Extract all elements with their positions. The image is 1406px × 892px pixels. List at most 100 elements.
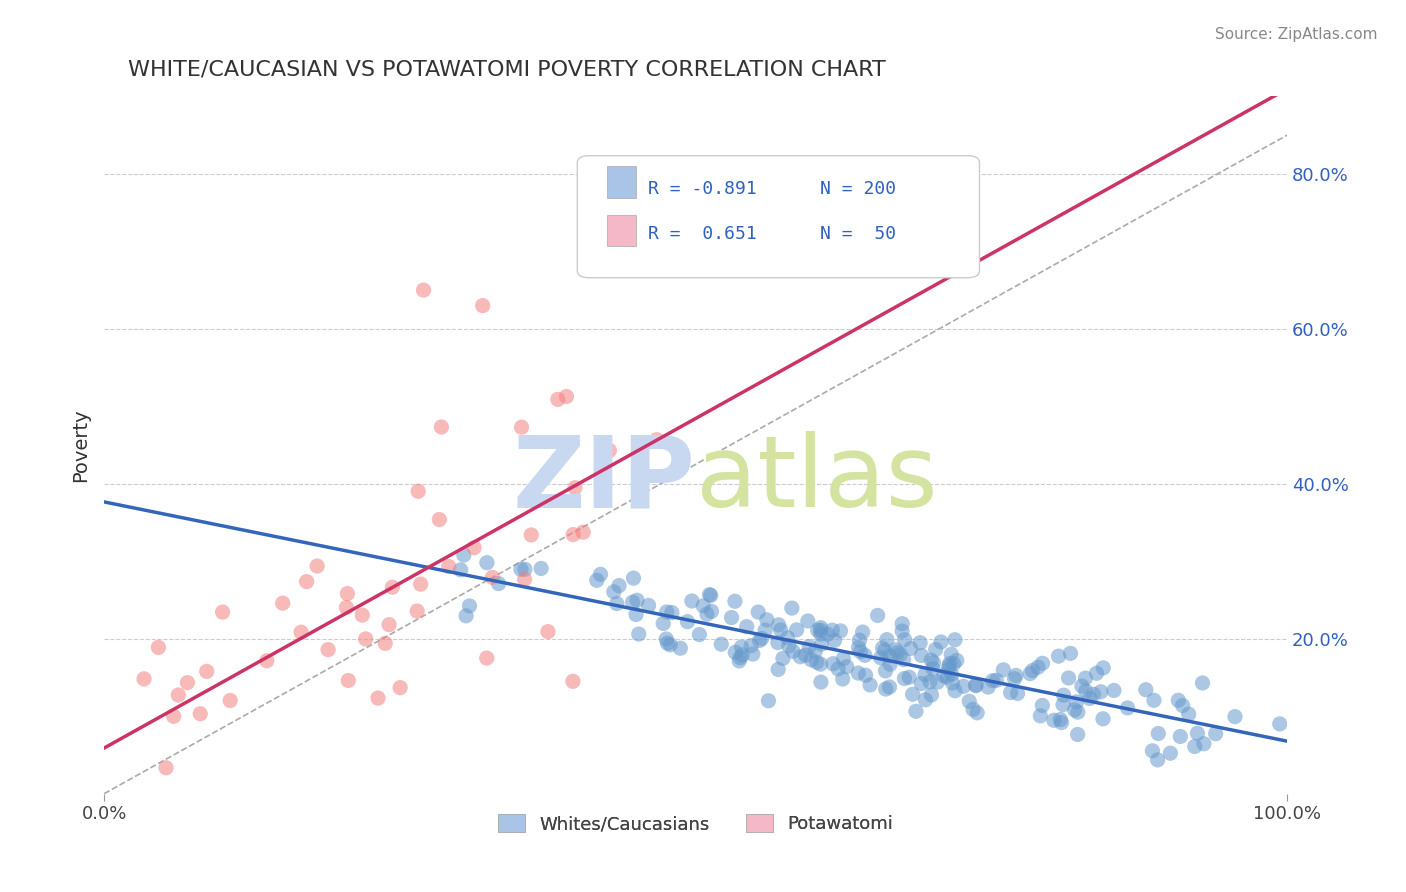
Whites/Caucasians xyxy=(751,632,773,646)
Potawatomi xyxy=(547,392,569,407)
Whites/Caucasians xyxy=(852,625,875,640)
Whites/Caucasians xyxy=(776,631,799,645)
Whites/Caucasians xyxy=(1007,686,1029,700)
Whites/Caucasians xyxy=(884,642,907,657)
Whites/Caucasians xyxy=(1052,698,1074,712)
Whites/Caucasians xyxy=(655,605,678,619)
Whites/Caucasians xyxy=(1019,666,1042,681)
Whites/Caucasians xyxy=(513,562,536,576)
Potawatomi xyxy=(148,640,170,655)
Whites/Caucasians xyxy=(924,642,946,657)
Potawatomi xyxy=(481,570,503,584)
Whites/Caucasians xyxy=(731,648,754,662)
Whites/Caucasians xyxy=(1078,691,1101,706)
Text: N =  50: N = 50 xyxy=(820,226,896,244)
Potawatomi xyxy=(378,617,401,632)
Whites/Caucasians xyxy=(1000,685,1022,699)
Potawatomi xyxy=(367,691,389,706)
Whites/Caucasians xyxy=(810,637,832,651)
Whites/Caucasians xyxy=(681,594,703,608)
Whites/Caucasians xyxy=(1029,708,1052,723)
Whites/Caucasians xyxy=(1083,687,1105,701)
FancyBboxPatch shape xyxy=(607,166,637,197)
Whites/Caucasians xyxy=(918,674,941,689)
FancyBboxPatch shape xyxy=(578,156,980,277)
Whites/Caucasians xyxy=(893,652,915,666)
Whites/Caucasians xyxy=(1031,657,1053,671)
Potawatomi xyxy=(167,688,190,702)
Whites/Caucasians xyxy=(927,675,949,690)
Whites/Caucasians xyxy=(939,657,962,671)
Whites/Caucasians xyxy=(661,606,683,620)
Whites/Caucasians xyxy=(1091,712,1114,726)
Whites/Caucasians xyxy=(846,666,869,681)
Whites/Caucasians xyxy=(724,645,747,659)
Whites/Caucasians xyxy=(724,594,747,608)
Whites/Caucasians xyxy=(720,610,742,624)
Whites/Caucasians xyxy=(831,672,853,686)
Potawatomi xyxy=(520,528,543,542)
Y-axis label: Poverty: Poverty xyxy=(72,409,90,482)
Whites/Caucasians xyxy=(624,607,647,622)
Whites/Caucasians xyxy=(1066,727,1088,741)
Whites/Caucasians xyxy=(755,613,778,627)
Potawatomi xyxy=(572,525,595,540)
Whites/Caucasians xyxy=(1070,679,1092,693)
Whites/Caucasians xyxy=(1090,685,1112,699)
Whites/Caucasians xyxy=(1171,698,1194,713)
Potawatomi xyxy=(132,672,155,686)
Potawatomi xyxy=(510,420,533,434)
Whites/Caucasians xyxy=(817,627,839,641)
Whites/Caucasians xyxy=(589,567,612,582)
Whites/Caucasians xyxy=(1184,739,1206,754)
Whites/Caucasians xyxy=(637,599,659,613)
Whites/Caucasians xyxy=(1026,660,1049,674)
Whites/Caucasians xyxy=(821,657,844,671)
Whites/Caucasians xyxy=(778,639,800,653)
Whites/Caucasians xyxy=(875,681,897,696)
Whites/Caucasians xyxy=(450,563,472,577)
Potawatomi xyxy=(336,586,359,600)
Whites/Caucasians xyxy=(1043,714,1066,728)
Whites/Caucasians xyxy=(1146,753,1168,767)
Whites/Caucasians xyxy=(728,650,751,665)
Whites/Caucasians xyxy=(800,653,823,667)
Whites/Caucasians xyxy=(821,623,844,637)
Whites/Caucasians xyxy=(938,659,960,673)
Whites/Caucasians xyxy=(1021,664,1043,678)
Potawatomi xyxy=(513,572,536,586)
Whites/Caucasians xyxy=(941,676,963,690)
Whites/Caucasians xyxy=(700,604,723,618)
Whites/Caucasians xyxy=(810,627,832,641)
Whites/Caucasians xyxy=(458,599,481,613)
Whites/Caucasians xyxy=(945,653,967,667)
Potawatomi xyxy=(562,527,585,541)
Whites/Caucasians xyxy=(929,635,952,649)
Whites/Caucasians xyxy=(696,607,718,622)
Whites/Caucasians xyxy=(981,673,1004,688)
Whites/Caucasians xyxy=(627,627,650,641)
Whites/Caucasians xyxy=(910,648,932,663)
Whites/Caucasians xyxy=(873,643,896,657)
Potawatomi xyxy=(374,636,396,650)
Potawatomi xyxy=(598,443,620,458)
Whites/Caucasians xyxy=(456,608,478,623)
Whites/Caucasians xyxy=(1191,676,1213,690)
Whites/Caucasians xyxy=(1147,726,1170,740)
Whites/Caucasians xyxy=(766,635,789,649)
Potawatomi xyxy=(335,600,357,615)
Whites/Caucasians xyxy=(747,605,769,619)
Whites/Caucasians xyxy=(810,621,832,635)
Whites/Caucasians xyxy=(855,668,877,682)
Whites/Caucasians xyxy=(853,648,876,663)
Whites/Caucasians xyxy=(886,645,908,659)
Whites/Caucasians xyxy=(875,664,897,678)
Potawatomi xyxy=(561,674,583,689)
Whites/Caucasians xyxy=(1142,744,1164,758)
Whites/Caucasians xyxy=(1205,727,1227,741)
Whites/Caucasians xyxy=(908,635,931,649)
Whites/Caucasians xyxy=(530,561,553,575)
Whites/Caucasians xyxy=(942,657,965,671)
Whites/Caucasians xyxy=(1143,693,1166,707)
Whites/Caucasians xyxy=(965,679,987,693)
